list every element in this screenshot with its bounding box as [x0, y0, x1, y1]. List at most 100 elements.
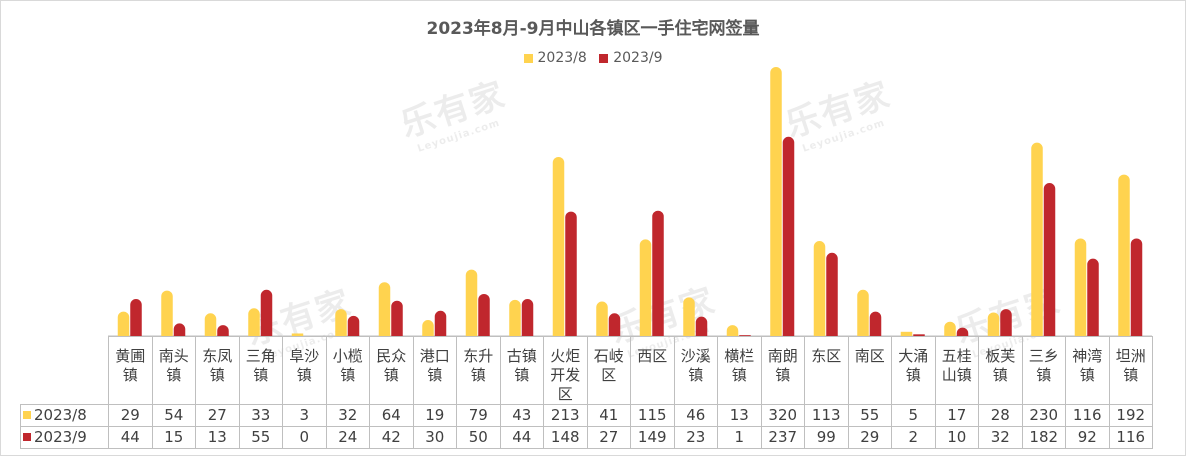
legend-swatch-sep: [599, 53, 609, 63]
bar-aug: [422, 320, 434, 336]
data-value: 55: [238, 426, 283, 449]
legend: 2023/8 2023/9: [0, 50, 1186, 67]
bar-sep: [1000, 309, 1012, 336]
category-label: 沙溪镇: [673, 336, 718, 405]
bar-aug: [770, 67, 782, 336]
data-row-aug: 2023/8 29 54 27 33 3 32 64 19 79 43 213 41 115 46 13 320…: [20, 404, 1153, 427]
bar-aug: [683, 297, 695, 336]
data-value: 116: [1108, 426, 1153, 449]
data-value: 30: [412, 426, 457, 449]
bar-aug: [552, 156, 565, 336]
data-value: 64: [369, 404, 414, 427]
bar-sep: [217, 325, 229, 336]
bar-sep: [869, 311, 882, 336]
bar-sep: [347, 315, 360, 336]
legend-swatch-aug: [523, 53, 533, 63]
category-label: 神湾镇: [1065, 336, 1110, 405]
bar-sep: [1043, 183, 1056, 336]
bar-sep: [826, 252, 838, 336]
bar-aug: [1074, 238, 1087, 336]
legend-label-aug: 2023/8: [537, 50, 587, 66]
bar-aug: [596, 301, 608, 336]
category-label: 南朗镇: [760, 336, 805, 405]
category-label: 五桂山镇: [934, 336, 979, 405]
bar-aug: [987, 312, 1000, 336]
data-value: 43: [499, 404, 544, 427]
bar-sep: [1087, 258, 1099, 336]
category-label: 石岐区: [586, 336, 631, 405]
bar-aug: [639, 239, 652, 336]
bar-sep: [695, 316, 708, 336]
data-value: 213: [543, 404, 588, 427]
bar-aug: [335, 309, 347, 336]
bar-aug: [1031, 142, 1043, 336]
data-value: 116: [1065, 404, 1110, 427]
bar-sep: [478, 293, 490, 336]
bar-sep: [956, 327, 969, 336]
data-value: 29: [108, 404, 153, 427]
bar-aug: [248, 308, 260, 336]
chart-title: 2023年8月-9月中山各镇区一手住宅网签量: [426, 19, 760, 39]
category-label: 东区: [804, 336, 849, 405]
data-row-sep: 2023/9 44 15 13 55 0 24 42 30 50 44 148 27 149 23 1 237 9…: [20, 426, 1153, 449]
category-label: 古镇镇: [499, 336, 544, 405]
bar-sep: [608, 313, 621, 336]
data-table: 黄圃镇 南头镇 东凤镇 三角镇 阜沙镇 小榄镇 民众镇 港口镇 东升镇 古镇镇 火炬开发区 石岐区 西区…: [20, 336, 1153, 449]
category-label: 阜沙镇: [282, 336, 327, 405]
bar-sep: [173, 323, 186, 336]
data-value: 42: [369, 426, 414, 449]
table-corner: [20, 336, 109, 405]
bar-sep: [739, 335, 751, 336]
bar-sep: [434, 310, 447, 336]
bar-aug: [204, 313, 217, 336]
data-value: 10: [934, 426, 979, 449]
category-label: 横栏镇: [717, 336, 762, 405]
data-value: 27: [195, 404, 240, 427]
data-value: 55: [847, 404, 892, 427]
data-value: 230: [1021, 404, 1066, 427]
category-row: 黄圃镇 南头镇 东凤镇 三角镇 阜沙镇 小榄镇 民众镇 港口镇 东升镇 古镇镇 火炬开发区 石岐区 西区…: [20, 336, 1153, 405]
data-value: 19: [412, 404, 457, 427]
data-value: 149: [630, 426, 675, 449]
bar-sep: [260, 289, 273, 336]
category-label: 黄圃镇: [108, 336, 153, 405]
data-value: 33: [238, 404, 283, 427]
category-label: 三乡镇: [1021, 336, 1066, 405]
category-label: 南头镇: [151, 336, 196, 405]
legend-item-aug: 2023/8: [523, 50, 587, 66]
data-value: 237: [760, 426, 805, 449]
category-label: 火炬开发区: [543, 336, 588, 405]
data-value: 32: [978, 426, 1023, 449]
bar-sep: [1130, 238, 1143, 336]
bar-aug: [857, 289, 869, 336]
row-header-aug: 2023/8: [20, 404, 109, 427]
data-value: 192: [1108, 404, 1153, 427]
data-value: 44: [499, 426, 544, 449]
data-value: 79: [456, 404, 501, 427]
data-value: 320: [760, 404, 805, 427]
data-value: 0: [282, 426, 327, 449]
category-label: 坦洲镇: [1108, 336, 1153, 405]
category-label: 南区: [847, 336, 892, 405]
bar-aug: [378, 282, 391, 336]
bar-sep: [130, 299, 142, 336]
bar-aug: [726, 325, 739, 336]
data-value: 5: [891, 404, 936, 427]
data-value: 3: [282, 404, 327, 427]
bar-aug: [291, 333, 304, 336]
data-value: 54: [151, 404, 196, 427]
data-value: 24: [325, 426, 370, 449]
data-value: 113: [804, 404, 849, 427]
data-value: 115: [630, 404, 675, 427]
bar-aug: [944, 321, 956, 336]
category-label: 板芙镇: [978, 336, 1023, 405]
bar-sep: [652, 210, 664, 336]
data-value: 13: [717, 404, 762, 427]
bar-aug: [900, 331, 913, 336]
category-label: 小榄镇: [325, 336, 370, 405]
bar-sep: [782, 136, 795, 336]
data-value: 28: [978, 404, 1023, 427]
bar-aug: [117, 311, 130, 336]
data-value: 41: [586, 404, 631, 427]
data-value: 92: [1065, 426, 1110, 449]
